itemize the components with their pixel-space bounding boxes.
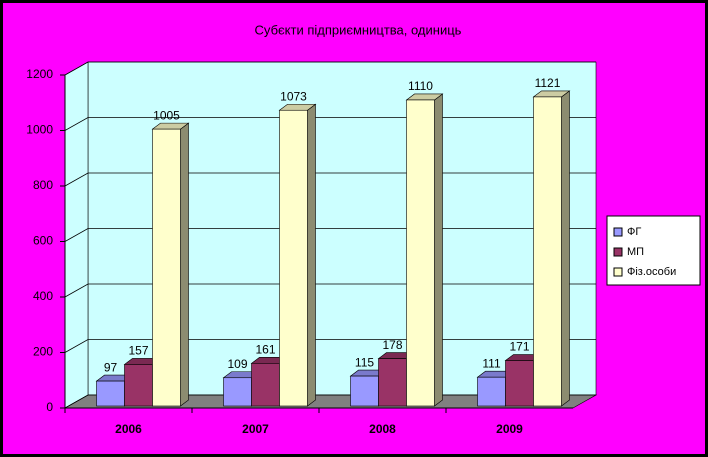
value-label: 115	[355, 355, 374, 369]
bar-front	[96, 380, 125, 407]
value-label: 111	[482, 356, 501, 370]
value-label: 109	[227, 357, 247, 371]
bar	[151, 122, 190, 407]
bar-front	[505, 360, 534, 407]
plot-area: 0 200 400 600 800 1000 1200 2006 97 157 1005 2007 10…	[26, 61, 598, 436]
bar-side	[180, 122, 189, 407]
bar-side	[561, 90, 570, 407]
bar-side	[307, 103, 316, 407]
value-label: 171	[509, 340, 529, 354]
value-label: 161	[255, 342, 275, 356]
y-tick-label: 1200	[26, 67, 53, 81]
bar	[405, 93, 444, 407]
value-label: 1073	[280, 89, 307, 103]
bar-front	[124, 364, 153, 407]
value-label: 1110	[408, 79, 433, 93]
y-tick-label: 0	[46, 400, 53, 414]
legend-swatch	[613, 227, 623, 237]
value-label: 157	[128, 344, 148, 358]
bar-front	[223, 377, 252, 407]
value-label: 1005	[153, 108, 180, 122]
chart-title: Субєкти підприємництва, одиниць	[255, 22, 462, 37]
bar-front	[533, 96, 562, 407]
bar-front	[152, 128, 181, 407]
grid-line	[64, 61, 596, 76]
bar-front	[378, 358, 407, 407]
bar-front	[279, 109, 308, 407]
legend-label: Фіз.особи	[627, 266, 676, 278]
bar	[532, 90, 571, 407]
y-tick-label: 1000	[26, 123, 53, 137]
legend-label: МП	[627, 246, 644, 258]
bar-front	[251, 363, 280, 407]
bar-front	[406, 99, 435, 407]
x-tick-label: 2006	[115, 422, 142, 436]
y-tick-label: 400	[33, 289, 53, 303]
legend-swatch	[613, 247, 623, 257]
legend-swatch	[613, 267, 623, 277]
bar	[278, 103, 317, 407]
bar-side	[434, 93, 443, 407]
x-tick-label: 2008	[369, 422, 396, 436]
value-label: 1121	[535, 76, 561, 90]
x-tick-label: 2007	[242, 422, 269, 436]
y-tick-label: 800	[33, 178, 53, 192]
y-tick-label: 600	[33, 234, 53, 248]
value-label: 178	[382, 338, 402, 352]
value-label: 97	[104, 360, 118, 374]
bar-front	[350, 375, 379, 407]
legend-label: ФГ	[627, 226, 641, 238]
x-tick-label: 2009	[496, 422, 523, 436]
y-tick-label: 200	[33, 345, 53, 359]
bar-front	[477, 376, 506, 407]
